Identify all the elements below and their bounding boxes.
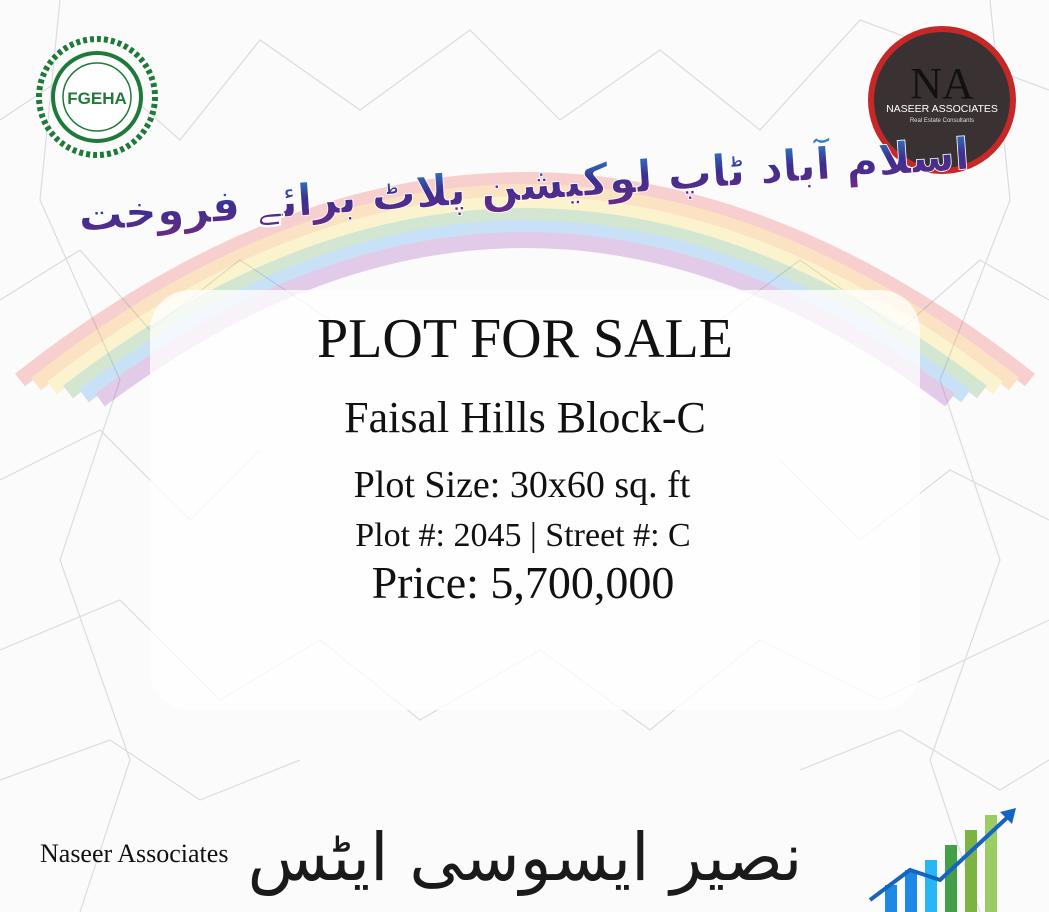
urdu-company: نصیر ایسوسی ایٹس [248, 819, 803, 896]
growth-icon [868, 808, 1016, 912]
plot-size: Plot Size: 30x60 sq. ft [354, 464, 691, 506]
logo-initials: NA [910, 59, 974, 108]
text-panel [150, 290, 920, 710]
plot-street: Plot #: 2045 | Street #: C [355, 517, 690, 554]
fgeha-logo: FGEHA [36, 36, 158, 158]
company-name: Naseer Associates [40, 839, 228, 868]
naseer-logo: NA NASEER ASSOCIATES Real Estate Consult… [868, 26, 1016, 174]
logo-text: FGEHA [67, 89, 127, 108]
main-title: PLOT FOR SALE [317, 308, 733, 370]
logo-tagline: Real Estate Consultants [910, 118, 974, 124]
price: Price: 5,700,000 [372, 557, 675, 608]
logo-name: NASEER ASSOCIATES [886, 103, 998, 115]
location: Faisal Hills Block-C [344, 393, 706, 442]
